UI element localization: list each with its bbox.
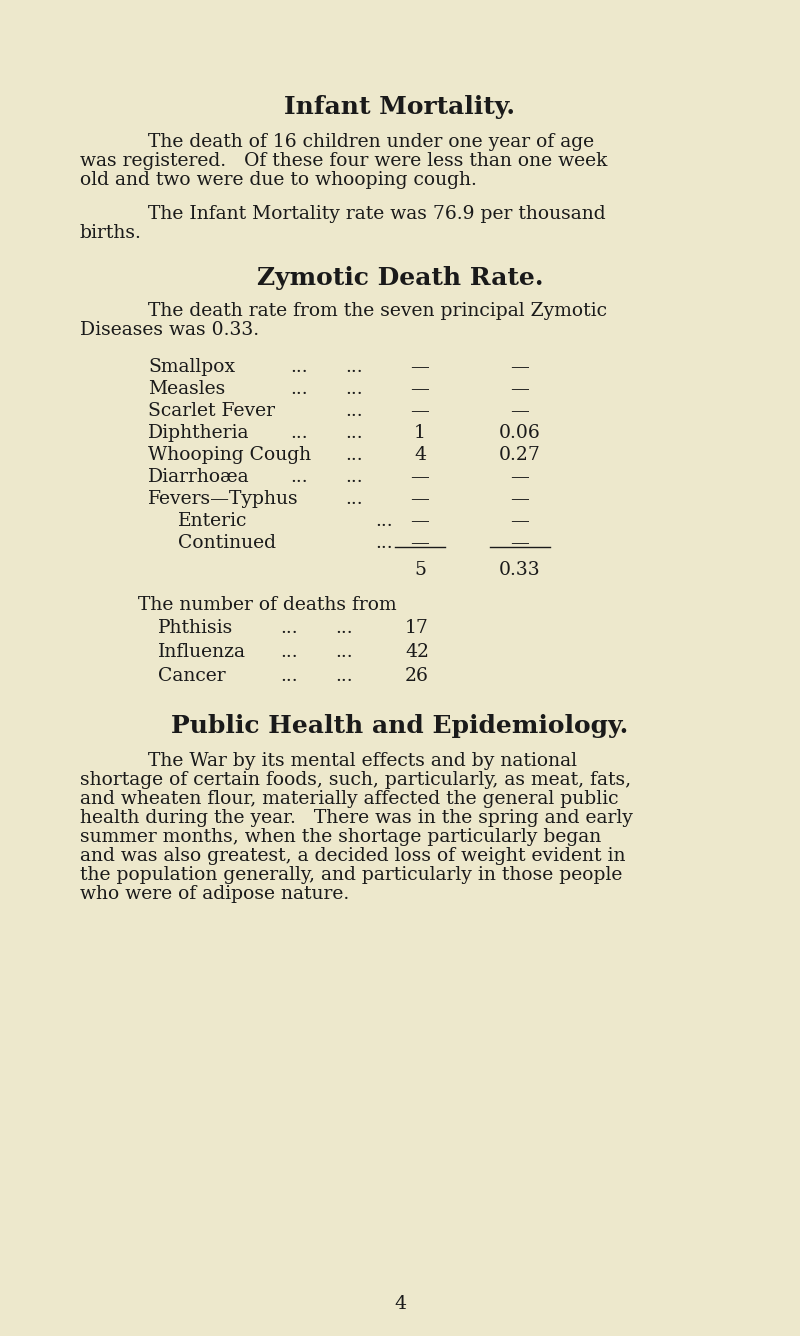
- Text: Diarrhoæa: Diarrhoæa: [148, 468, 250, 486]
- Text: 4: 4: [414, 446, 426, 464]
- Text: Fevers—Typhus: Fevers—Typhus: [148, 490, 298, 508]
- Text: who were of adipose nature.: who were of adipose nature.: [80, 886, 350, 903]
- Text: shortage of certain foods, such, particularly, as meat, fats,: shortage of certain foods, such, particu…: [80, 771, 631, 790]
- Text: —: —: [410, 468, 430, 486]
- Text: —: —: [510, 402, 530, 421]
- Text: ...: ...: [335, 620, 353, 637]
- Text: 26: 26: [405, 667, 429, 685]
- Text: Influenza: Influenza: [158, 643, 246, 661]
- Text: ...: ...: [375, 534, 393, 552]
- Text: Scarlet Fever: Scarlet Fever: [148, 402, 275, 421]
- Text: and was also greatest, a decided loss of weight evident in: and was also greatest, a decided loss of…: [80, 847, 626, 866]
- Text: —: —: [510, 534, 530, 552]
- Text: 5: 5: [414, 561, 426, 580]
- Text: —: —: [510, 358, 530, 377]
- Text: ...: ...: [290, 468, 308, 486]
- Text: and wheaten flour, materially affected the general public: and wheaten flour, materially affected t…: [80, 791, 618, 808]
- Text: Zymotic Death Rate.: Zymotic Death Rate.: [257, 266, 543, 290]
- Text: 0.06: 0.06: [499, 425, 541, 442]
- Text: ...: ...: [375, 512, 393, 530]
- Text: ...: ...: [345, 425, 362, 442]
- Text: ...: ...: [280, 667, 298, 685]
- Text: —: —: [410, 534, 430, 552]
- Text: ...: ...: [290, 425, 308, 442]
- Text: 1: 1: [414, 425, 426, 442]
- Text: Enteric: Enteric: [178, 512, 247, 530]
- Text: old and two were due to whooping cough.: old and two were due to whooping cough.: [80, 171, 477, 188]
- Text: ...: ...: [280, 643, 298, 661]
- Text: The Infant Mortality rate was 76.9 per thousand: The Infant Mortality rate was 76.9 per t…: [148, 206, 606, 223]
- Text: births.: births.: [80, 224, 142, 242]
- Text: Phthisis: Phthisis: [158, 620, 234, 637]
- Text: —: —: [410, 512, 430, 530]
- Text: ...: ...: [345, 381, 362, 398]
- Text: —: —: [410, 358, 430, 377]
- Text: —: —: [410, 490, 430, 508]
- Text: —: —: [510, 381, 530, 398]
- Text: Smallpox: Smallpox: [148, 358, 235, 377]
- Text: 17: 17: [405, 620, 429, 637]
- Text: the population generally, and particularly in those people: the population generally, and particular…: [80, 866, 622, 884]
- Text: health during the year.   There was in the spring and early: health during the year. There was in the…: [80, 810, 633, 827]
- Text: 0.27: 0.27: [499, 446, 541, 464]
- Text: Continued: Continued: [178, 534, 276, 552]
- Text: —: —: [510, 490, 530, 508]
- Text: 0.33: 0.33: [499, 561, 541, 580]
- Text: ...: ...: [280, 620, 298, 637]
- Text: The death rate from the seven principal Zymotic: The death rate from the seven principal …: [148, 302, 607, 321]
- Text: Cancer: Cancer: [158, 667, 226, 685]
- Text: —: —: [410, 402, 430, 421]
- Text: ...: ...: [335, 667, 353, 685]
- Text: Infant Mortality.: Infant Mortality.: [285, 95, 515, 119]
- Text: ...: ...: [290, 381, 308, 398]
- Text: The War by its mental effects and by national: The War by its mental effects and by nat…: [148, 752, 577, 771]
- Text: summer months, when the shortage particularly began: summer months, when the shortage particu…: [80, 828, 602, 846]
- Text: Diseases was 0.33.: Diseases was 0.33.: [80, 321, 259, 339]
- Text: ...: ...: [345, 468, 362, 486]
- Text: ...: ...: [335, 643, 353, 661]
- Text: The number of deaths from: The number of deaths from: [138, 596, 397, 613]
- Text: Whooping Cough: Whooping Cough: [148, 446, 311, 464]
- Text: Diphtheria: Diphtheria: [148, 425, 250, 442]
- Text: was registered.   Of these four were less than one week: was registered. Of these four were less …: [80, 152, 607, 170]
- Text: ...: ...: [345, 402, 362, 421]
- Text: 42: 42: [405, 643, 429, 661]
- Text: ...: ...: [345, 446, 362, 464]
- Text: Measles: Measles: [148, 381, 226, 398]
- Text: Public Health and Epidemiology.: Public Health and Epidemiology.: [171, 715, 629, 739]
- Text: 4: 4: [394, 1295, 406, 1313]
- Text: The death of 16 children under one year of age: The death of 16 children under one year …: [148, 134, 594, 151]
- Text: ...: ...: [345, 358, 362, 377]
- Text: —: —: [510, 468, 530, 486]
- Text: —: —: [410, 381, 430, 398]
- Text: ...: ...: [345, 490, 362, 508]
- Text: ...: ...: [290, 358, 308, 377]
- Text: —: —: [510, 512, 530, 530]
